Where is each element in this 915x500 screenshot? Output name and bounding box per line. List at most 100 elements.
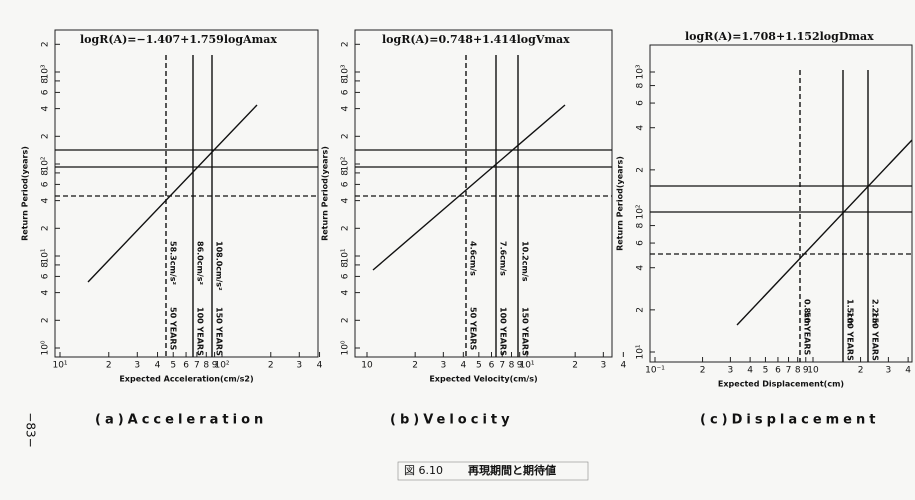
x-tick-label: 3 — [134, 361, 140, 371]
period-annotation: 50 YEARS — [169, 307, 178, 351]
y-tick-label: 2 — [341, 317, 351, 323]
y-tick-label: 2 — [636, 167, 646, 173]
plot-frame — [354, 29, 613, 358]
y-tick-label: 10⁰ — [341, 340, 351, 355]
value-annotation: 58.3cm/s² — [169, 241, 178, 286]
x-tick-label: 5 — [170, 361, 176, 371]
y-tick-label: 4 — [636, 265, 646, 271]
x-tick-label: 3 — [886, 366, 892, 376]
y-tick-label: 2 — [636, 307, 646, 313]
y-tick-label: 2 — [341, 133, 351, 139]
period-annotation: 100 YEARS — [846, 312, 855, 361]
x-tick-label: 10² — [214, 361, 229, 371]
caption: (c)Displacement — [700, 413, 879, 428]
plot-frame — [649, 44, 913, 363]
y-tick-label: 10² — [636, 204, 646, 219]
x-tick-label: 7 — [499, 361, 505, 371]
x-tick-label: 4 — [317, 361, 323, 371]
y-tick-label: 4 — [636, 125, 646, 131]
value-annotation: 108.0cm/s² — [215, 241, 224, 291]
period-annotation: 100 YEARS — [499, 307, 508, 356]
x-tick-label: 6 — [489, 361, 495, 371]
period-annotation: 150 YEARS — [871, 312, 880, 361]
y-tick-label: 4 — [341, 105, 351, 111]
x-tick-label: 2 — [268, 361, 274, 371]
y-tick-label: 4 — [41, 289, 51, 295]
y-tick-label: 4 — [41, 197, 51, 203]
x-tick-label: 9 — [212, 361, 218, 371]
y-tick-label: 8 — [341, 78, 351, 84]
caption: (a)Acceleration — [95, 413, 267, 428]
regression-line — [736, 139, 913, 326]
x-axis-label: Expected Acceleration(cm/s2) — [119, 375, 253, 384]
y-tick-label: 10¹ — [341, 248, 351, 263]
y-tick-label: 4 — [341, 197, 351, 203]
y-tick-label: 10³ — [41, 64, 51, 79]
y-tick-label: 10¹ — [41, 248, 51, 263]
y-tick-label: 8 — [341, 170, 351, 176]
y-tick-label: 10¹ — [636, 344, 646, 359]
x-axis-label: Expected Displacement(cm) — [718, 380, 844, 389]
y-tick-label: 8 — [41, 262, 51, 268]
x-tick-label: 3 — [600, 361, 606, 371]
regression-line — [372, 104, 566, 271]
x-tick-label: 2 — [572, 361, 578, 371]
y-tick-label: 8 — [636, 82, 646, 88]
y-tick-label: 10³ — [636, 64, 646, 79]
x-tick-label: 2 — [106, 361, 112, 371]
y-tick-label: 8 — [636, 222, 646, 228]
y-tick-label: 4 — [341, 289, 351, 295]
y-tick-label: 10² — [341, 156, 351, 171]
y-tick-label: 10³ — [341, 64, 351, 79]
y-tick-label: 6 — [636, 240, 646, 246]
value-annotation: 4.6cm/s — [469, 241, 478, 276]
formula: logR(A)=1.708+1.152logDmax — [685, 30, 874, 43]
x-tick-label: 10¹ — [519, 361, 534, 371]
x-tick-label: 4 — [460, 361, 466, 371]
y-tick-label: 6 — [41, 273, 51, 279]
page-number: −83− — [24, 412, 38, 447]
period-annotation: 100 YEARS — [196, 307, 205, 356]
x-tick-label: 6 — [775, 366, 781, 376]
formula: logR(A)=−1.407+1.759logAmax — [80, 33, 277, 46]
x-axis-label: Expected Velocity(cm/s) — [429, 375, 537, 384]
period-annotation: 50 YEARS — [803, 312, 812, 356]
value-annotation: 0.8cm — [803, 299, 812, 326]
x-tick-label: 7 — [194, 361, 200, 371]
y-tick-label: 8 — [41, 170, 51, 176]
y-tick-label: 10⁰ — [41, 340, 51, 355]
x-tick-label: 10 — [361, 361, 373, 371]
x-tick-label: 2 — [700, 366, 706, 376]
x-tick-label: 8 — [509, 361, 515, 371]
x-tick-label: 3 — [728, 366, 734, 376]
y-tick-label: 4 — [41, 105, 51, 111]
y-axis-label: Return Period(years) — [321, 146, 330, 241]
x-tick-label: 9 — [803, 366, 809, 376]
y-tick-label: 10² — [41, 156, 51, 171]
y-tick-label: 2 — [41, 41, 51, 47]
y-tick-label: 2 — [41, 225, 51, 231]
x-tick-label: 10⁻¹ — [645, 366, 665, 376]
plot-frame — [54, 29, 319, 358]
y-tick-label: 2 — [41, 133, 51, 139]
x-tick-label: 10¹ — [52, 361, 67, 371]
x-tick-label: 3 — [440, 361, 446, 371]
value-annotation: 7.6cm/s — [499, 241, 508, 276]
period-annotation: 150 YEARS — [215, 307, 224, 356]
x-tick-label: 3 — [296, 361, 302, 371]
x-tick-label: 5 — [763, 366, 769, 376]
x-tick-label: 9 — [517, 361, 523, 371]
y-axis-label: Return Period(years) — [21, 146, 30, 241]
caption: (b)Velocity — [390, 413, 514, 428]
y-tick-label: 2 — [41, 317, 51, 323]
x-tick-label: 2 — [858, 366, 864, 376]
figure-title: 再現期間と期待値 — [468, 463, 556, 477]
y-tick-label: 6 — [41, 89, 51, 95]
x-tick-label: 6 — [183, 361, 189, 371]
period-annotation: 50 YEARS — [469, 307, 478, 351]
y-tick-label: 6 — [341, 181, 351, 187]
y-tick-label: 2 — [341, 41, 351, 47]
x-tick-label: 8 — [203, 361, 209, 371]
x-tick-label: 2 — [412, 361, 418, 371]
